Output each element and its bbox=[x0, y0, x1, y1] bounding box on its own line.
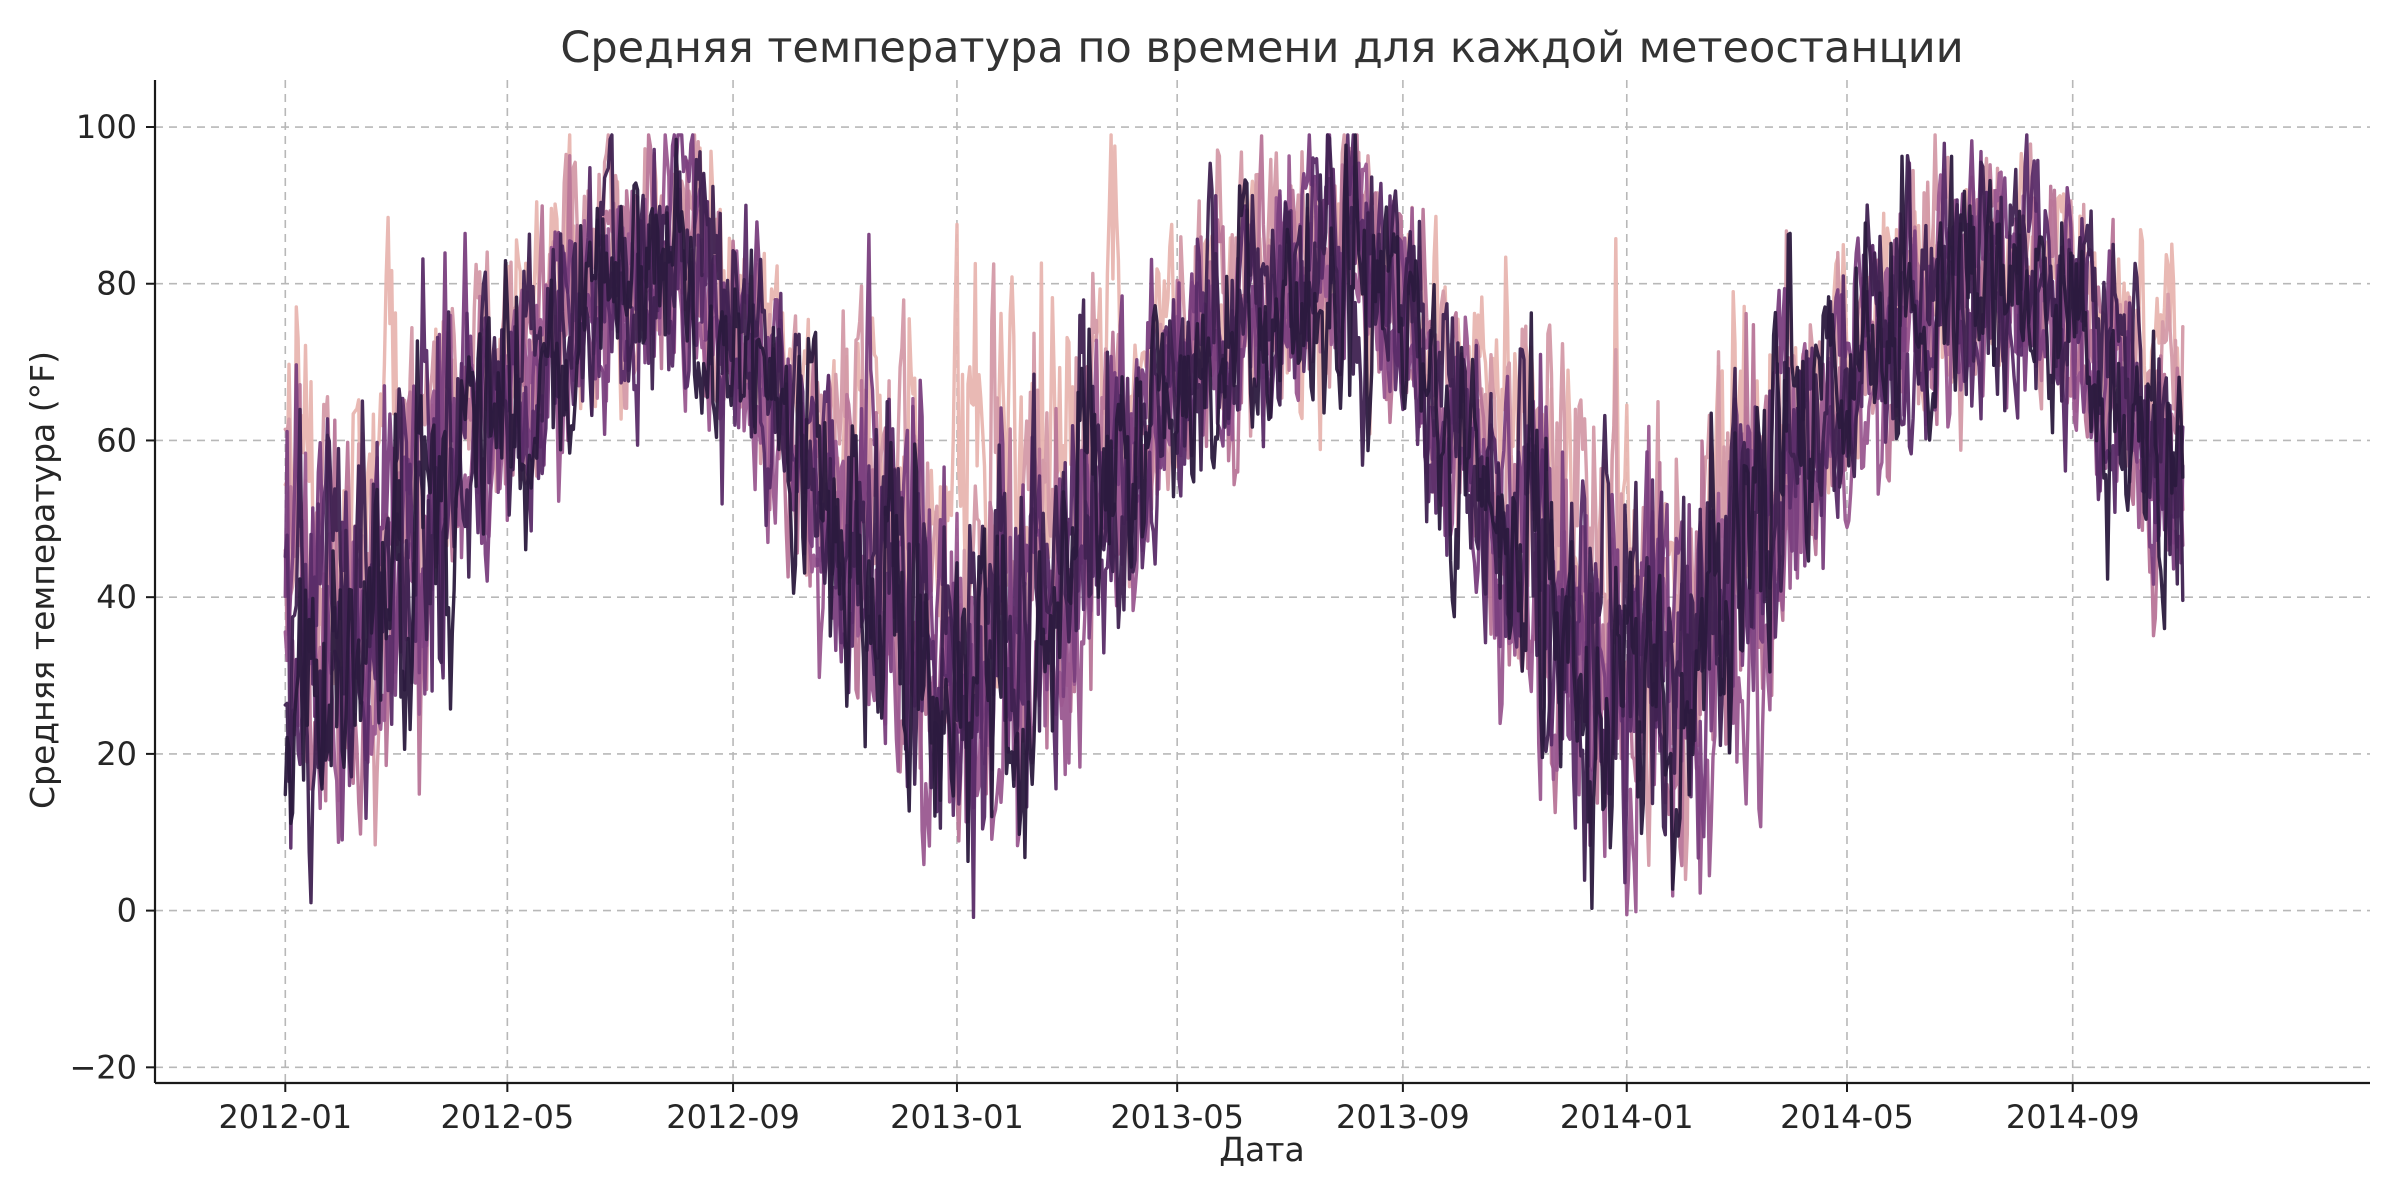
chart-title: Средняя температура по времени для каждо… bbox=[560, 23, 1963, 73]
x-tick-label: 2012-05 bbox=[440, 1098, 574, 1136]
series-lines bbox=[283, 133, 2185, 919]
x-tick-label: 2013-09 bbox=[1336, 1098, 1470, 1136]
y-tick-label: −20 bbox=[69, 1048, 137, 1086]
x-axis-label: Дата bbox=[1219, 1130, 1304, 1169]
y-ticks: −20 0 20 40 60 80 100 bbox=[69, 108, 155, 1086]
x-tick-label: 2013-01 bbox=[890, 1098, 1024, 1136]
x-tick-label: 2014-01 bbox=[1560, 1098, 1694, 1136]
y-tick-label: 80 bbox=[96, 265, 137, 303]
x-tick-label: 2014-05 bbox=[1780, 1098, 1914, 1136]
x-tick-label: 2012-01 bbox=[218, 1098, 352, 1136]
y-axis-label: Средняя температура (°F) bbox=[23, 351, 62, 809]
x-tick-label: 2012-09 bbox=[666, 1098, 800, 1136]
x-tick-label: 2013-05 bbox=[1110, 1098, 1244, 1136]
x-tick-label: 2014-09 bbox=[2006, 1098, 2140, 1136]
station-series-line bbox=[283, 133, 2185, 910]
axes bbox=[153, 80, 2370, 1085]
y-tick-label: 100 bbox=[76, 108, 137, 146]
y-tick-label: 40 bbox=[96, 578, 137, 616]
y-tick-label: 60 bbox=[96, 421, 137, 459]
x-ticks: 2012-01 2012-05 2012-09 2013-01 2013-05 2013-… bbox=[218, 1083, 2140, 1136]
y-tick-label: 20 bbox=[96, 735, 137, 773]
y-tick-label: 0 bbox=[117, 892, 137, 930]
